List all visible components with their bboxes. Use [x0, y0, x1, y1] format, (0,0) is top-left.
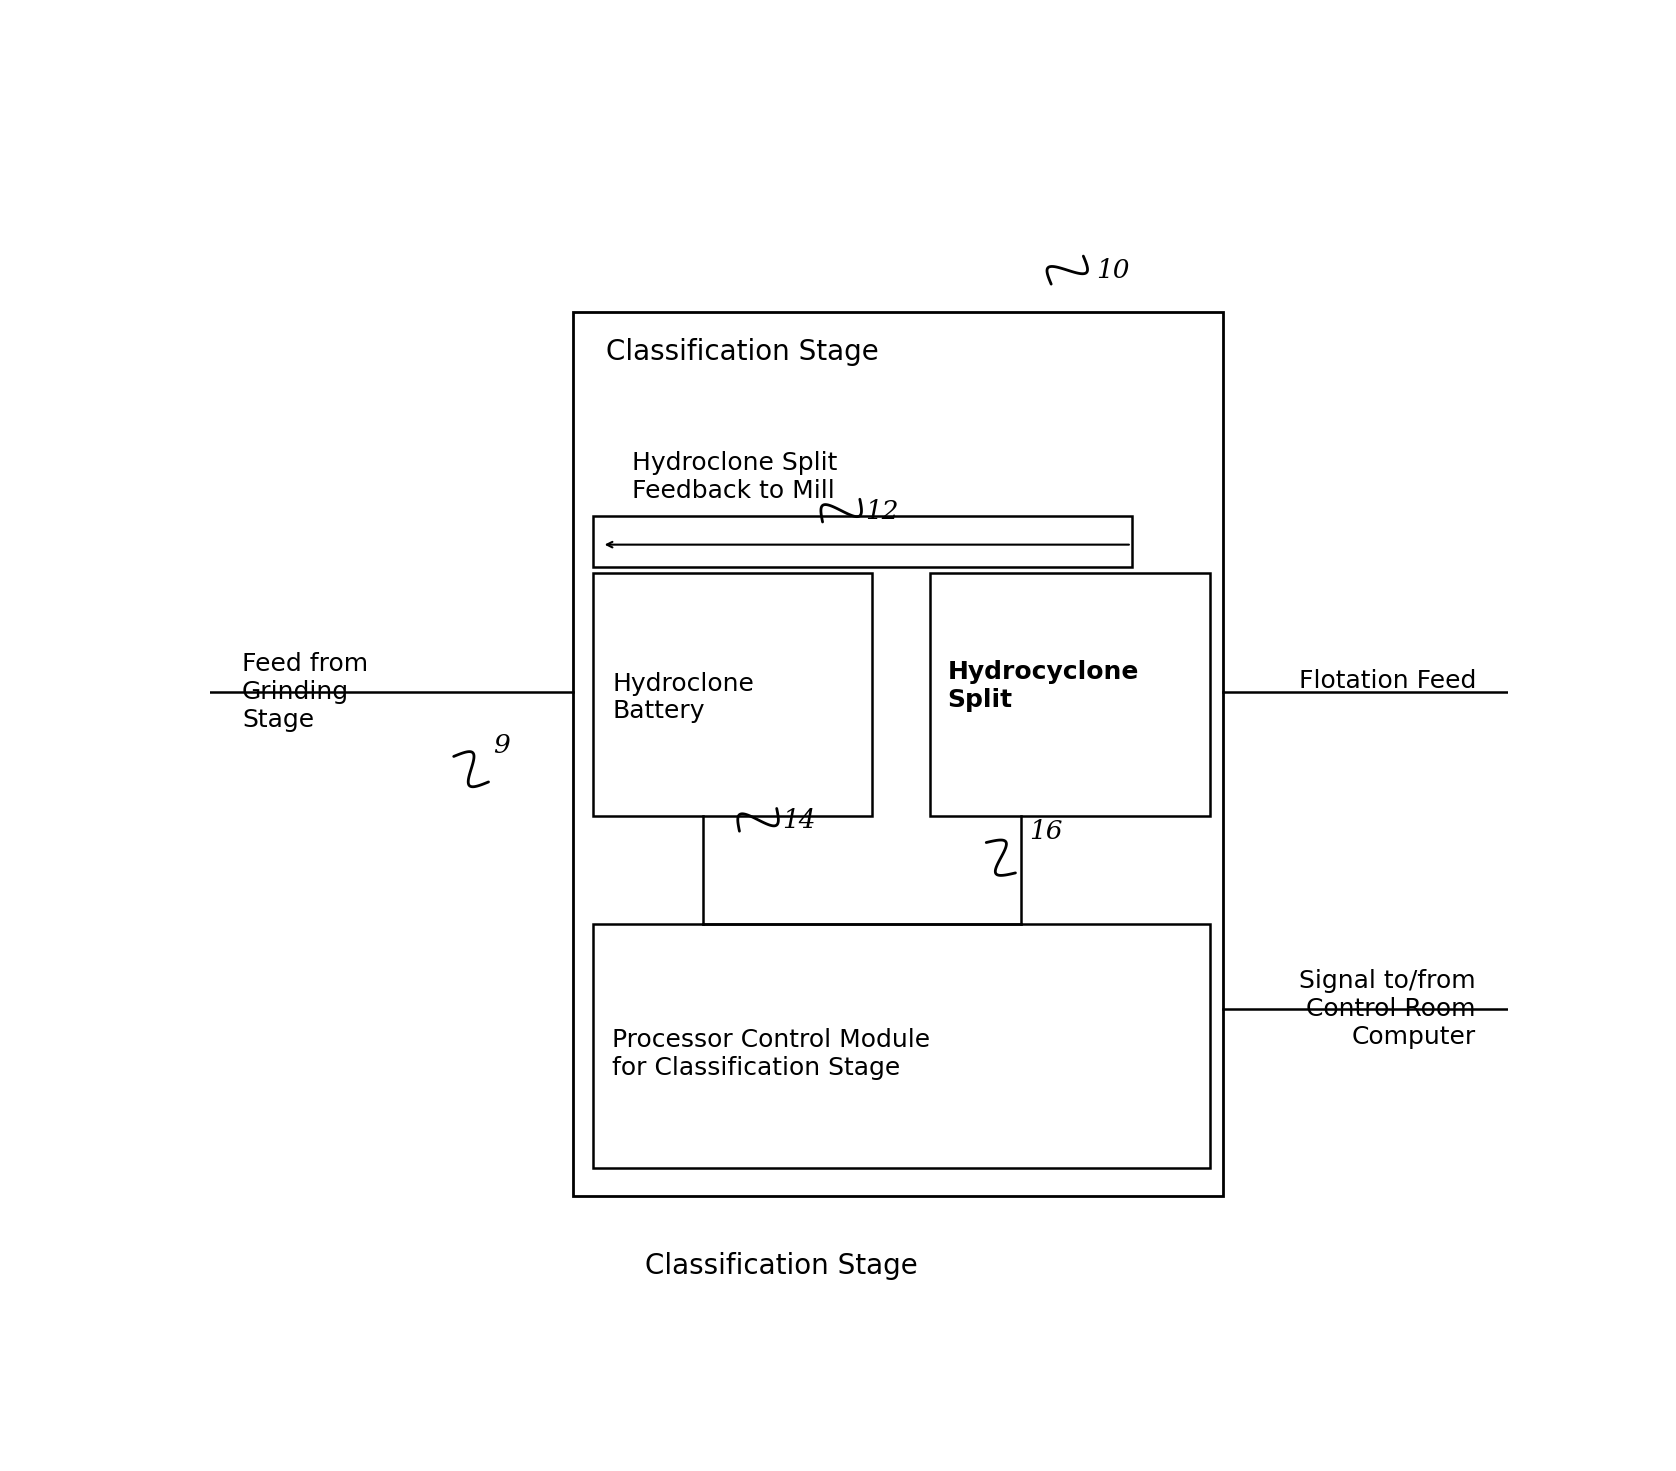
Text: Hydrocyclone
Split: Hydrocyclone Split	[947, 660, 1138, 712]
Text: Flotation Feed: Flotation Feed	[1299, 668, 1477, 693]
Bar	[573, 312, 1223, 1196]
Text: Classification Stage: Classification Stage	[645, 1252, 917, 1280]
Bar	[593, 924, 1210, 1168]
Bar	[593, 574, 872, 816]
Text: Classification Stage: Classification Stage	[605, 338, 878, 366]
Bar	[930, 574, 1210, 816]
Text: Feed from
Grinding
Stage: Feed from Grinding Stage	[241, 652, 369, 731]
Text: Hydroclone Split
Feedback to Mill: Hydroclone Split Feedback to Mill	[632, 450, 836, 503]
Bar	[593, 516, 1131, 568]
Text: 9: 9	[493, 733, 510, 758]
Text: Hydroclone
Battery: Hydroclone Battery	[612, 672, 754, 724]
Text: 16: 16	[1029, 819, 1063, 844]
Text: 10: 10	[1096, 259, 1130, 284]
Text: Processor Control Module
for Classification Stage: Processor Control Module for Classificat…	[612, 1028, 930, 1080]
Text: 14: 14	[783, 808, 816, 833]
Text: Signal to/from
Control Room
Computer: Signal to/from Control Room Computer	[1299, 969, 1477, 1049]
Text: 12: 12	[865, 499, 898, 524]
